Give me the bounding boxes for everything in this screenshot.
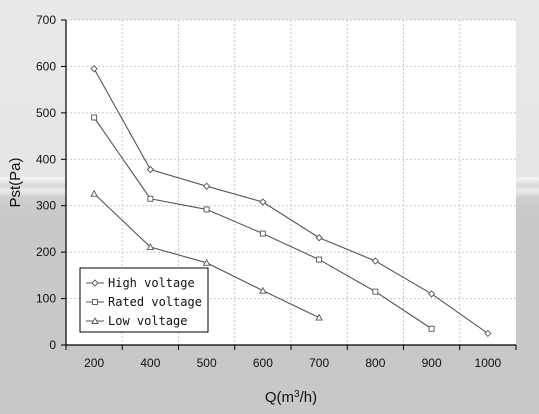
data-point-triangle	[315, 313, 323, 321]
data-point-diamond	[259, 198, 267, 206]
legend: High voltage Rated voltage Low voltage	[79, 267, 209, 333]
y-tick-label: 300	[36, 199, 56, 213]
data-point-square	[147, 195, 154, 202]
legend-label: Low voltage	[108, 314, 187, 328]
y-tick-label: 200	[36, 245, 56, 259]
x-tick-label: 700	[309, 356, 329, 370]
data-point-square	[91, 114, 98, 121]
data-point-diamond	[91, 279, 99, 287]
series-line	[93, 68, 489, 334]
data-point-square	[428, 325, 435, 332]
data-point-triangle	[91, 317, 99, 324]
x-tick-label: 600	[253, 356, 273, 370]
data-point-diamond	[427, 290, 436, 298]
x-tick-label: 200	[84, 356, 104, 370]
x-tick-label: 800	[365, 356, 385, 370]
data-point-square	[372, 288, 379, 295]
x-tick-label: 900	[422, 356, 442, 370]
y-tick-label: 700	[36, 13, 56, 27]
series-low-voltage	[90, 189, 323, 321]
data-point-diamond	[371, 257, 380, 265]
data-point-triangle	[259, 286, 267, 294]
data-point-diamond	[484, 329, 492, 338]
y-tick-label: 0	[49, 338, 56, 352]
data-point-triangle	[90, 189, 98, 197]
y-tick-label: 600	[36, 59, 56, 73]
data-point-square	[259, 230, 266, 237]
tick-labels: 0 100 200 300 400 500 600 700 200 400 500 600 700 800…	[36, 13, 502, 370]
data-point-square	[203, 206, 210, 213]
legend-label: Rated voltage	[108, 295, 202, 309]
y-tick-label: 100	[36, 292, 56, 306]
x-axis-title: Q(m3/h)	[265, 389, 317, 407]
data-point-diamond	[146, 165, 155, 174]
y-axis-title: Pst(Pa)	[7, 157, 24, 207]
data-point-diamond	[202, 182, 211, 190]
x-tick-label: 400	[140, 356, 160, 370]
series-rated-voltage	[91, 114, 435, 332]
series-high-voltage	[90, 65, 492, 338]
data-point-square	[316, 256, 323, 263]
x-tick-label: 500	[197, 356, 217, 370]
data-point-diamond	[90, 65, 98, 73]
data-point-square	[92, 299, 98, 305]
y-tick-label: 500	[36, 106, 56, 120]
legend-label: High voltage	[108, 276, 195, 290]
y-tick-label: 400	[36, 152, 56, 166]
series-group	[90, 65, 492, 338]
x-tick-label: 1000	[475, 356, 502, 370]
axes	[61, 19, 517, 350]
data-point-triangle	[202, 258, 211, 266]
data-point-diamond	[315, 234, 323, 242]
data-point-triangle	[146, 243, 155, 250]
